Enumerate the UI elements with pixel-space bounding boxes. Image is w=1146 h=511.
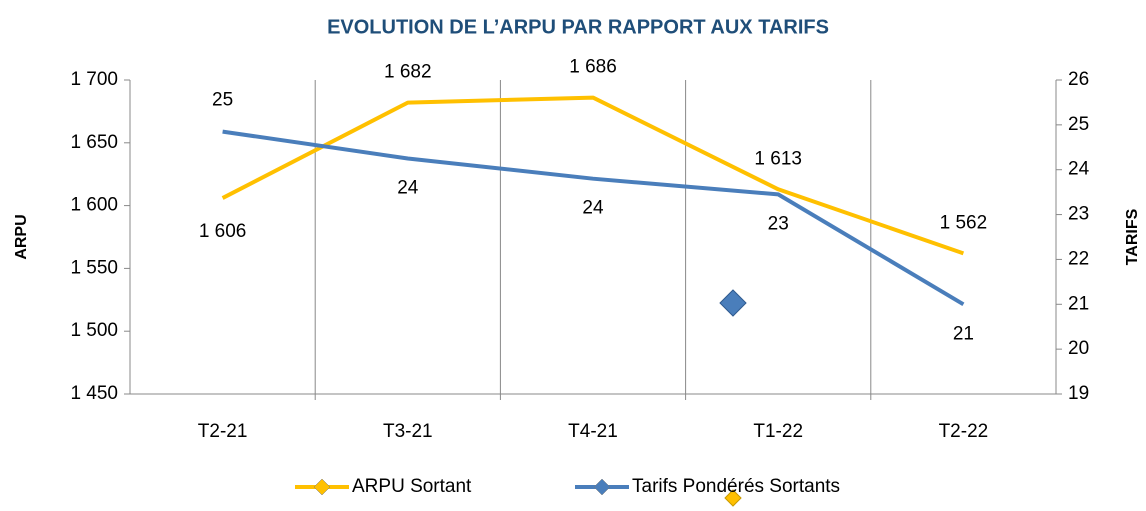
- y-tick-label: 1 550: [70, 257, 118, 278]
- series-line: [222, 129, 965, 307]
- data-label: 1 682: [384, 62, 432, 83]
- data-label: 1 686: [569, 57, 617, 78]
- legend-label: ARPU Sortant: [352, 476, 472, 497]
- data-label: 24: [582, 198, 604, 219]
- y-tick-label: 1 650: [70, 132, 118, 153]
- y-tick-label: 1 600: [70, 195, 118, 216]
- x-tick-label: T4-21: [568, 421, 618, 442]
- data-label: 23: [768, 213, 789, 234]
- x-tick-label: T2-22: [939, 421, 989, 442]
- y2-tick-label: 20: [1068, 338, 1089, 359]
- y2-tick-label: 26: [1068, 69, 1089, 90]
- x-tick-label: T2-21: [198, 421, 248, 442]
- y-axis-label: ARPU: [13, 214, 30, 259]
- y-tick-label: 1 700: [70, 69, 118, 90]
- y-tick-label: 1 450: [70, 383, 118, 404]
- x-tick-label: T1-22: [753, 421, 803, 442]
- data-label: 25: [212, 90, 233, 111]
- y2-tick-label: 25: [1068, 114, 1089, 135]
- data-label: 1 613: [754, 148, 802, 169]
- legend-label: Tarifs Pondérés Sortants: [632, 476, 840, 497]
- data-label: 21: [953, 323, 974, 344]
- data-label: 1 562: [940, 212, 988, 233]
- chart-title: EVOLUTION DE L’ARPU PAR RAPPORT AUX TARI…: [327, 16, 829, 38]
- series-line: [221, 95, 965, 256]
- y2-tick-label: 19: [1068, 383, 1089, 404]
- y2-tick-label: 22: [1068, 248, 1089, 269]
- y2-tick-label: 21: [1068, 293, 1089, 314]
- y-tick-label: 1 500: [70, 320, 118, 341]
- legend-marker: [313, 478, 331, 496]
- y2-tick-label: 23: [1068, 204, 1089, 225]
- y2-axis-label: TARIFS: [1124, 208, 1141, 265]
- stray-marker: [724, 489, 742, 507]
- legend-marker: [593, 478, 611, 496]
- stray-marker: [719, 289, 747, 317]
- data-label: 24: [397, 178, 419, 199]
- y2-tick-label: 24: [1068, 159, 1090, 180]
- data-label: 1 606: [199, 221, 247, 242]
- x-tick-label: T3-21: [383, 421, 433, 442]
